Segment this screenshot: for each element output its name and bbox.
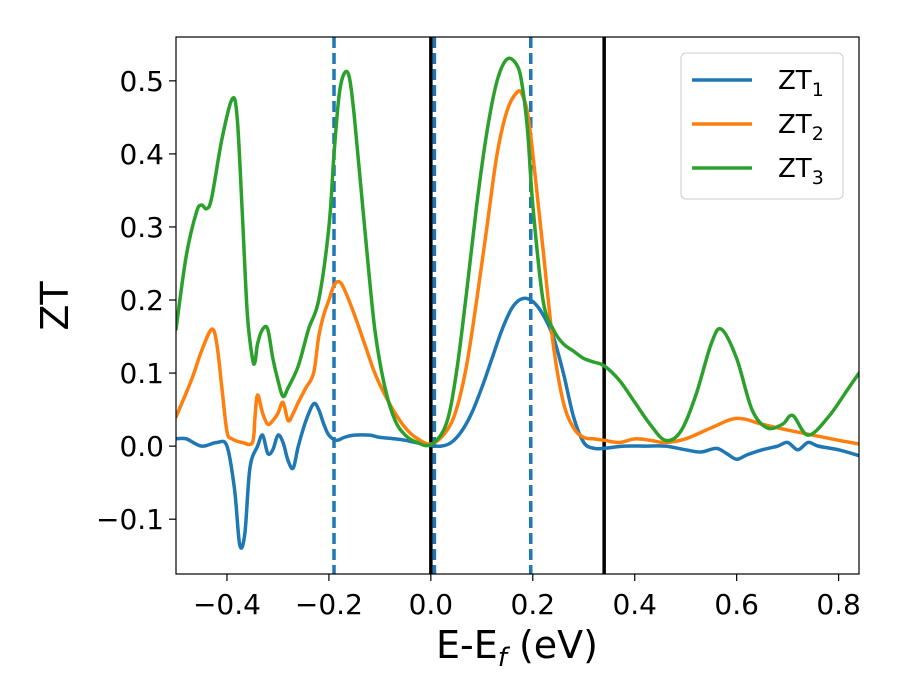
x-tick-label: −0.4 [193, 588, 261, 621]
series-lines [176, 56, 859, 550]
legend-label-zt3: ZT3 [778, 154, 824, 189]
reference-lines [332, 37, 606, 574]
legend-label-main: ZT [778, 66, 812, 96]
legend-label-sub: 2 [812, 123, 824, 145]
y-tick-label: 0.5 [119, 65, 164, 98]
x-tick-label: 0.0 [409, 588, 454, 621]
legend-label-main: ZT [778, 154, 812, 184]
x-tick-label: 0.8 [816, 588, 861, 621]
y-tick-label: 0.1 [119, 357, 164, 390]
x-axis: −0.4 −0.2 0.0 0.2 0.4 0.6 0.8 [193, 574, 861, 621]
y-tick-label: 0.0 [119, 430, 164, 463]
y-tick-label: 0.2 [119, 284, 164, 317]
series-line-zt2 [176, 89, 859, 447]
legend-label-sub: 1 [812, 79, 824, 101]
x-axis-title-main: E-E [436, 623, 498, 667]
y-axis: −0.1 0.0 0.1 0.2 0.3 0.4 0.5 [96, 65, 176, 536]
x-axis-title: E-Ef (eV) [436, 623, 598, 673]
y-tick-label: 0.3 [119, 211, 164, 244]
x-tick-label: −0.2 [295, 588, 363, 621]
y-axis-title: ZT [33, 281, 77, 331]
legend-label-main: ZT [778, 110, 812, 140]
legend-label-zt1: ZT1 [778, 66, 824, 101]
x-tick-label: 0.2 [511, 588, 556, 621]
y-tick-label: −0.1 [96, 503, 164, 536]
series-line-zt3 [176, 56, 859, 448]
x-tick-label: 0.4 [612, 588, 657, 621]
x-tick-label: 0.6 [714, 588, 759, 621]
legend-label-sub: 3 [812, 167, 824, 189]
legend-label-zt2: ZT2 [778, 110, 824, 145]
plot-frame [175, 36, 860, 575]
series-line-zt1 [176, 296, 859, 550]
legend-box [680, 52, 844, 200]
x-axis-title-unit: (eV) [507, 623, 598, 667]
y-tick-label: 0.4 [119, 138, 164, 171]
